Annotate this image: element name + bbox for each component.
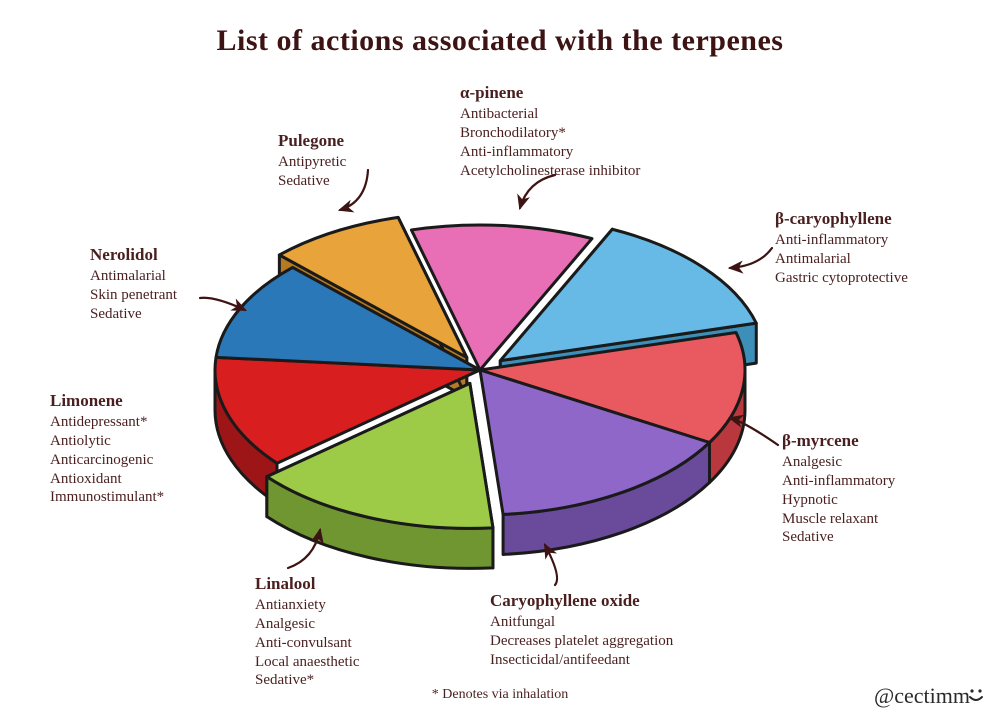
slice-action: Antimalarial (90, 267, 177, 286)
slice-action: Anticarcinogenic (50, 451, 164, 470)
slice-action: Anti-convulsant (255, 634, 360, 653)
slice-label: Limonene Antidepressant*AntiolyticAnticar… (50, 390, 164, 507)
slice-action: Antipyretic (278, 153, 346, 172)
slice-label: Nerolidol AntimalarialSkin penetrantSedat… (90, 244, 177, 324)
slice-action: Anti-inflammatory (775, 231, 908, 250)
footnote: * Denotes via inhalation (0, 687, 1000, 703)
slice-action: Anitfungal (490, 613, 673, 632)
slice-action: Antimalarial (775, 250, 908, 269)
slice-action: Insecticidal/antifeedant (490, 651, 673, 670)
slice-label: β-myrcene AnalgesicAnti-inflammatoryHypno… (782, 430, 895, 547)
slice-name: Caryophyllene oxide (490, 590, 673, 611)
smiley-icon (966, 685, 986, 705)
slice-action: Hypnotic (782, 491, 895, 510)
slice-label: β-caryophyllene Anti-inflammatoryAntimala… (775, 208, 908, 288)
slice-action: Gastric cytoprotective (775, 269, 908, 288)
slice-name: β-caryophyllene (775, 208, 908, 229)
slice-action: Local anaesthetic (255, 653, 360, 672)
slice-action: Sedative (90, 305, 177, 324)
slice-name: Linalool (255, 573, 360, 594)
slice-label: Caryophyllene oxide AnitfungalDecreases p… (490, 590, 673, 670)
slice-action: Sedative (278, 172, 346, 191)
slice-action: Antidepressant* (50, 413, 164, 432)
slice-action: Analgesic (782, 453, 895, 472)
slice-action: Sedative (782, 528, 895, 547)
slice-action: Anti-inflammatory (782, 472, 895, 491)
slice-name: Nerolidol (90, 244, 177, 265)
slice-action: Muscle relaxant (782, 510, 895, 529)
chart-title: List of actions associated with the terp… (0, 24, 1000, 58)
label-arrow (200, 298, 245, 310)
slice-action: Bronchodilatory* (460, 124, 640, 143)
slice-label: Pulegone AntipyreticSedative (278, 130, 346, 191)
slice-action: Skin penetrant (90, 286, 177, 305)
slice-action: Antioxidant (50, 470, 164, 489)
slice-name: Limonene (50, 390, 164, 411)
slice-name: Pulegone (278, 130, 346, 151)
slice-action: Antibacterial (460, 105, 640, 124)
slice-action: Immunostimulant* (50, 488, 164, 507)
label-arrow (730, 248, 772, 268)
slice-label: Linalool AntianxietyAnalgesicAnti-convuls… (255, 573, 360, 690)
slice-action: Analgesic (255, 615, 360, 634)
author-signature: @cectimm (874, 683, 970, 709)
slice-action: Acetylcholinesterase inhibitor (460, 162, 640, 181)
slice-label: α-pinene AntibacterialBronchodilatory*Ant… (460, 82, 640, 180)
slice-action: Anti-inflammatory (460, 143, 640, 162)
slice-action: Antiolytic (50, 432, 164, 451)
slice-name: β-myrcene (782, 430, 895, 451)
slice-name: α-pinene (460, 82, 640, 103)
slice-action: Antianxiety (255, 596, 360, 615)
slice-action: Decreases platelet aggregation (490, 632, 673, 651)
